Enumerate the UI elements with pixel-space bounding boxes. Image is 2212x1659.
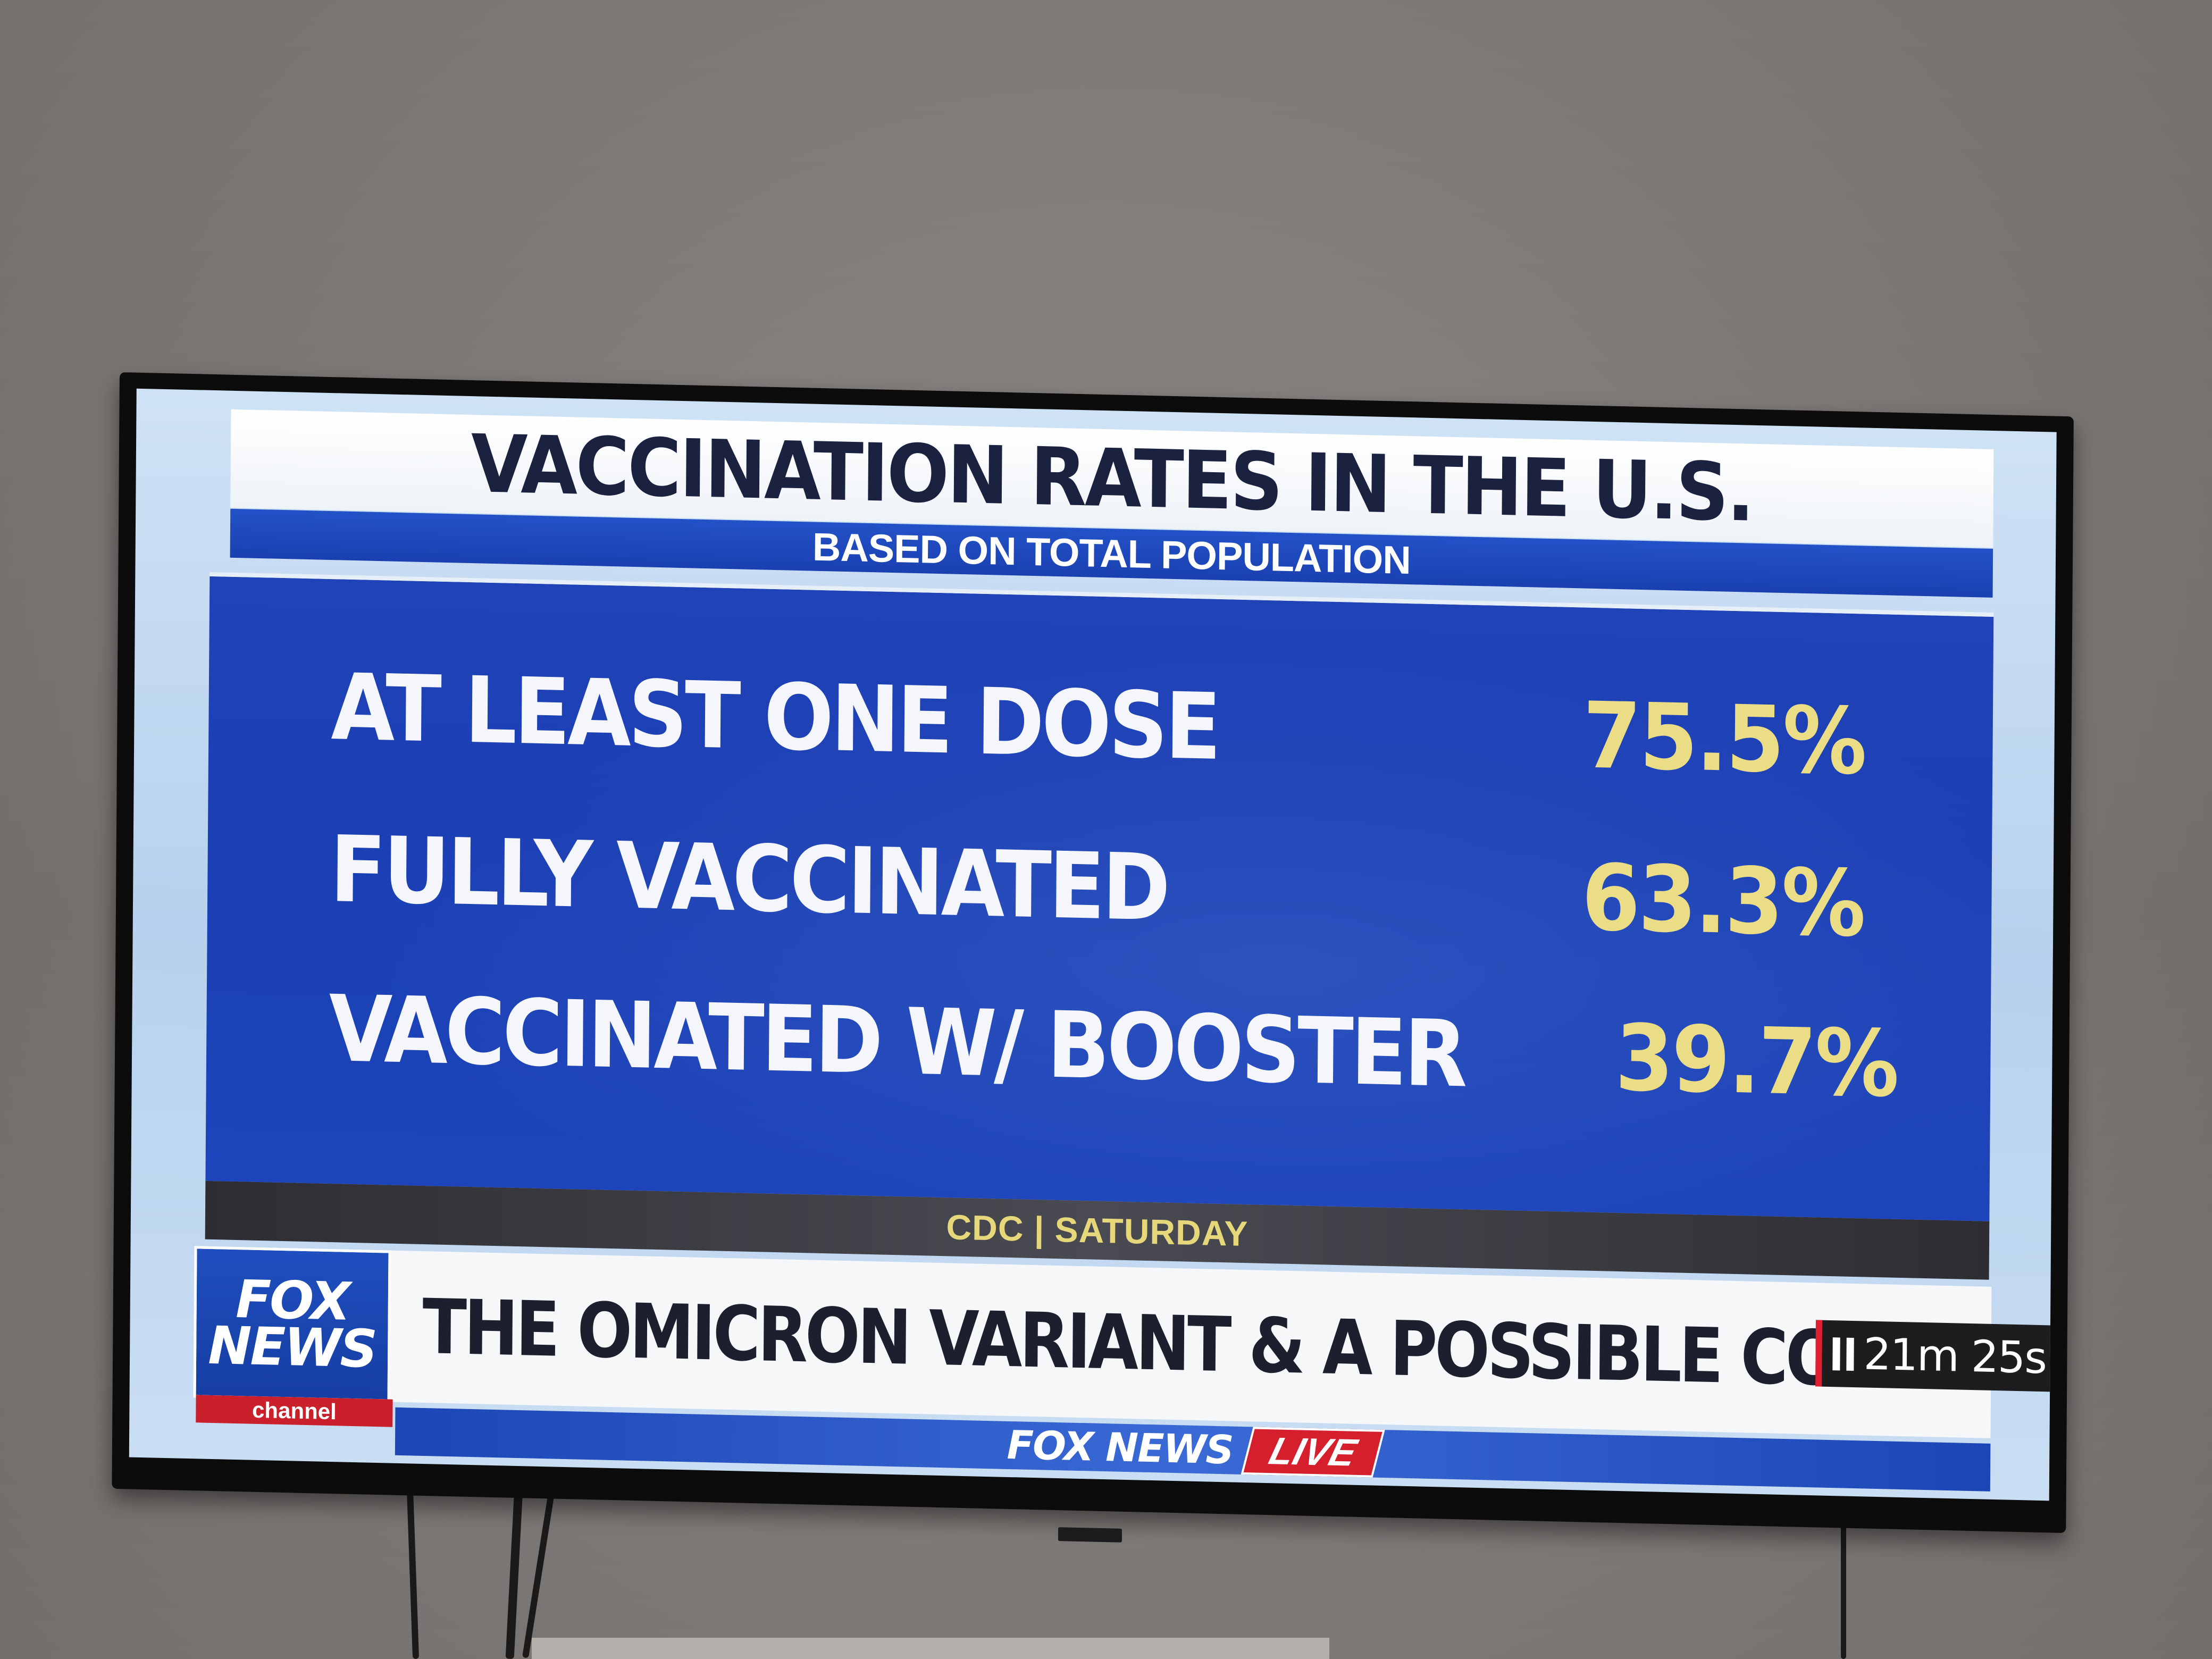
fox-news-logo: FOX NEWS channel bbox=[193, 1246, 393, 1427]
stat-row: AT LEAST ONE DOSE 75.5% bbox=[331, 653, 1865, 795]
side-cable bbox=[1841, 1505, 1846, 1659]
television: VACCINATION RATES IN THE U.S. BASED ON T… bbox=[112, 372, 2074, 1543]
stat-label: AT LEAST ONE DOSE bbox=[330, 653, 1219, 781]
graphic-subtitle: BASED ON TOTAL POPULATION bbox=[812, 524, 1411, 582]
stats-panel: AT LEAST ONE DOSE 75.5% FULLY VACCINATED… bbox=[205, 572, 1994, 1221]
network-brand: FOX NEWS bbox=[1007, 1422, 1233, 1473]
stat-label: VACCINATED W/ BOOSTER bbox=[328, 975, 1465, 1108]
furniture-edge bbox=[532, 1638, 1329, 1659]
stat-value: 63.3% bbox=[1581, 843, 1865, 957]
headline-text: THE OMICRON VARIANT & A POSSIBLE COVID O… bbox=[422, 1283, 2057, 1414]
tv-screen: VACCINATION RATES IN THE U.S. BASED ON T… bbox=[129, 388, 2057, 1501]
stat-row: VACCINATED W/ BOOSTER 39.7% bbox=[329, 975, 1898, 1117]
live-badge: LIVE bbox=[1241, 1427, 1385, 1478]
source-credit: CDC | SATURDAY bbox=[946, 1207, 1249, 1254]
tv-brand-badge bbox=[1058, 1527, 1122, 1543]
stat-row: FULLY VACCINATED 63.3% bbox=[330, 816, 1864, 957]
stat-value: 39.7% bbox=[1615, 1004, 1898, 1118]
stat-label: FULLY VACCINATED bbox=[329, 815, 1168, 942]
timer-text: 21m 25s bbox=[1863, 1329, 2047, 1384]
dvr-timer: 21m 25s bbox=[1815, 1320, 2055, 1392]
logo-channel-tag: channel bbox=[196, 1395, 393, 1427]
pause-icon bbox=[1832, 1337, 1854, 1371]
logo-text-news: NEWS bbox=[208, 1315, 376, 1380]
stat-value: 75.5% bbox=[1582, 681, 1866, 795]
